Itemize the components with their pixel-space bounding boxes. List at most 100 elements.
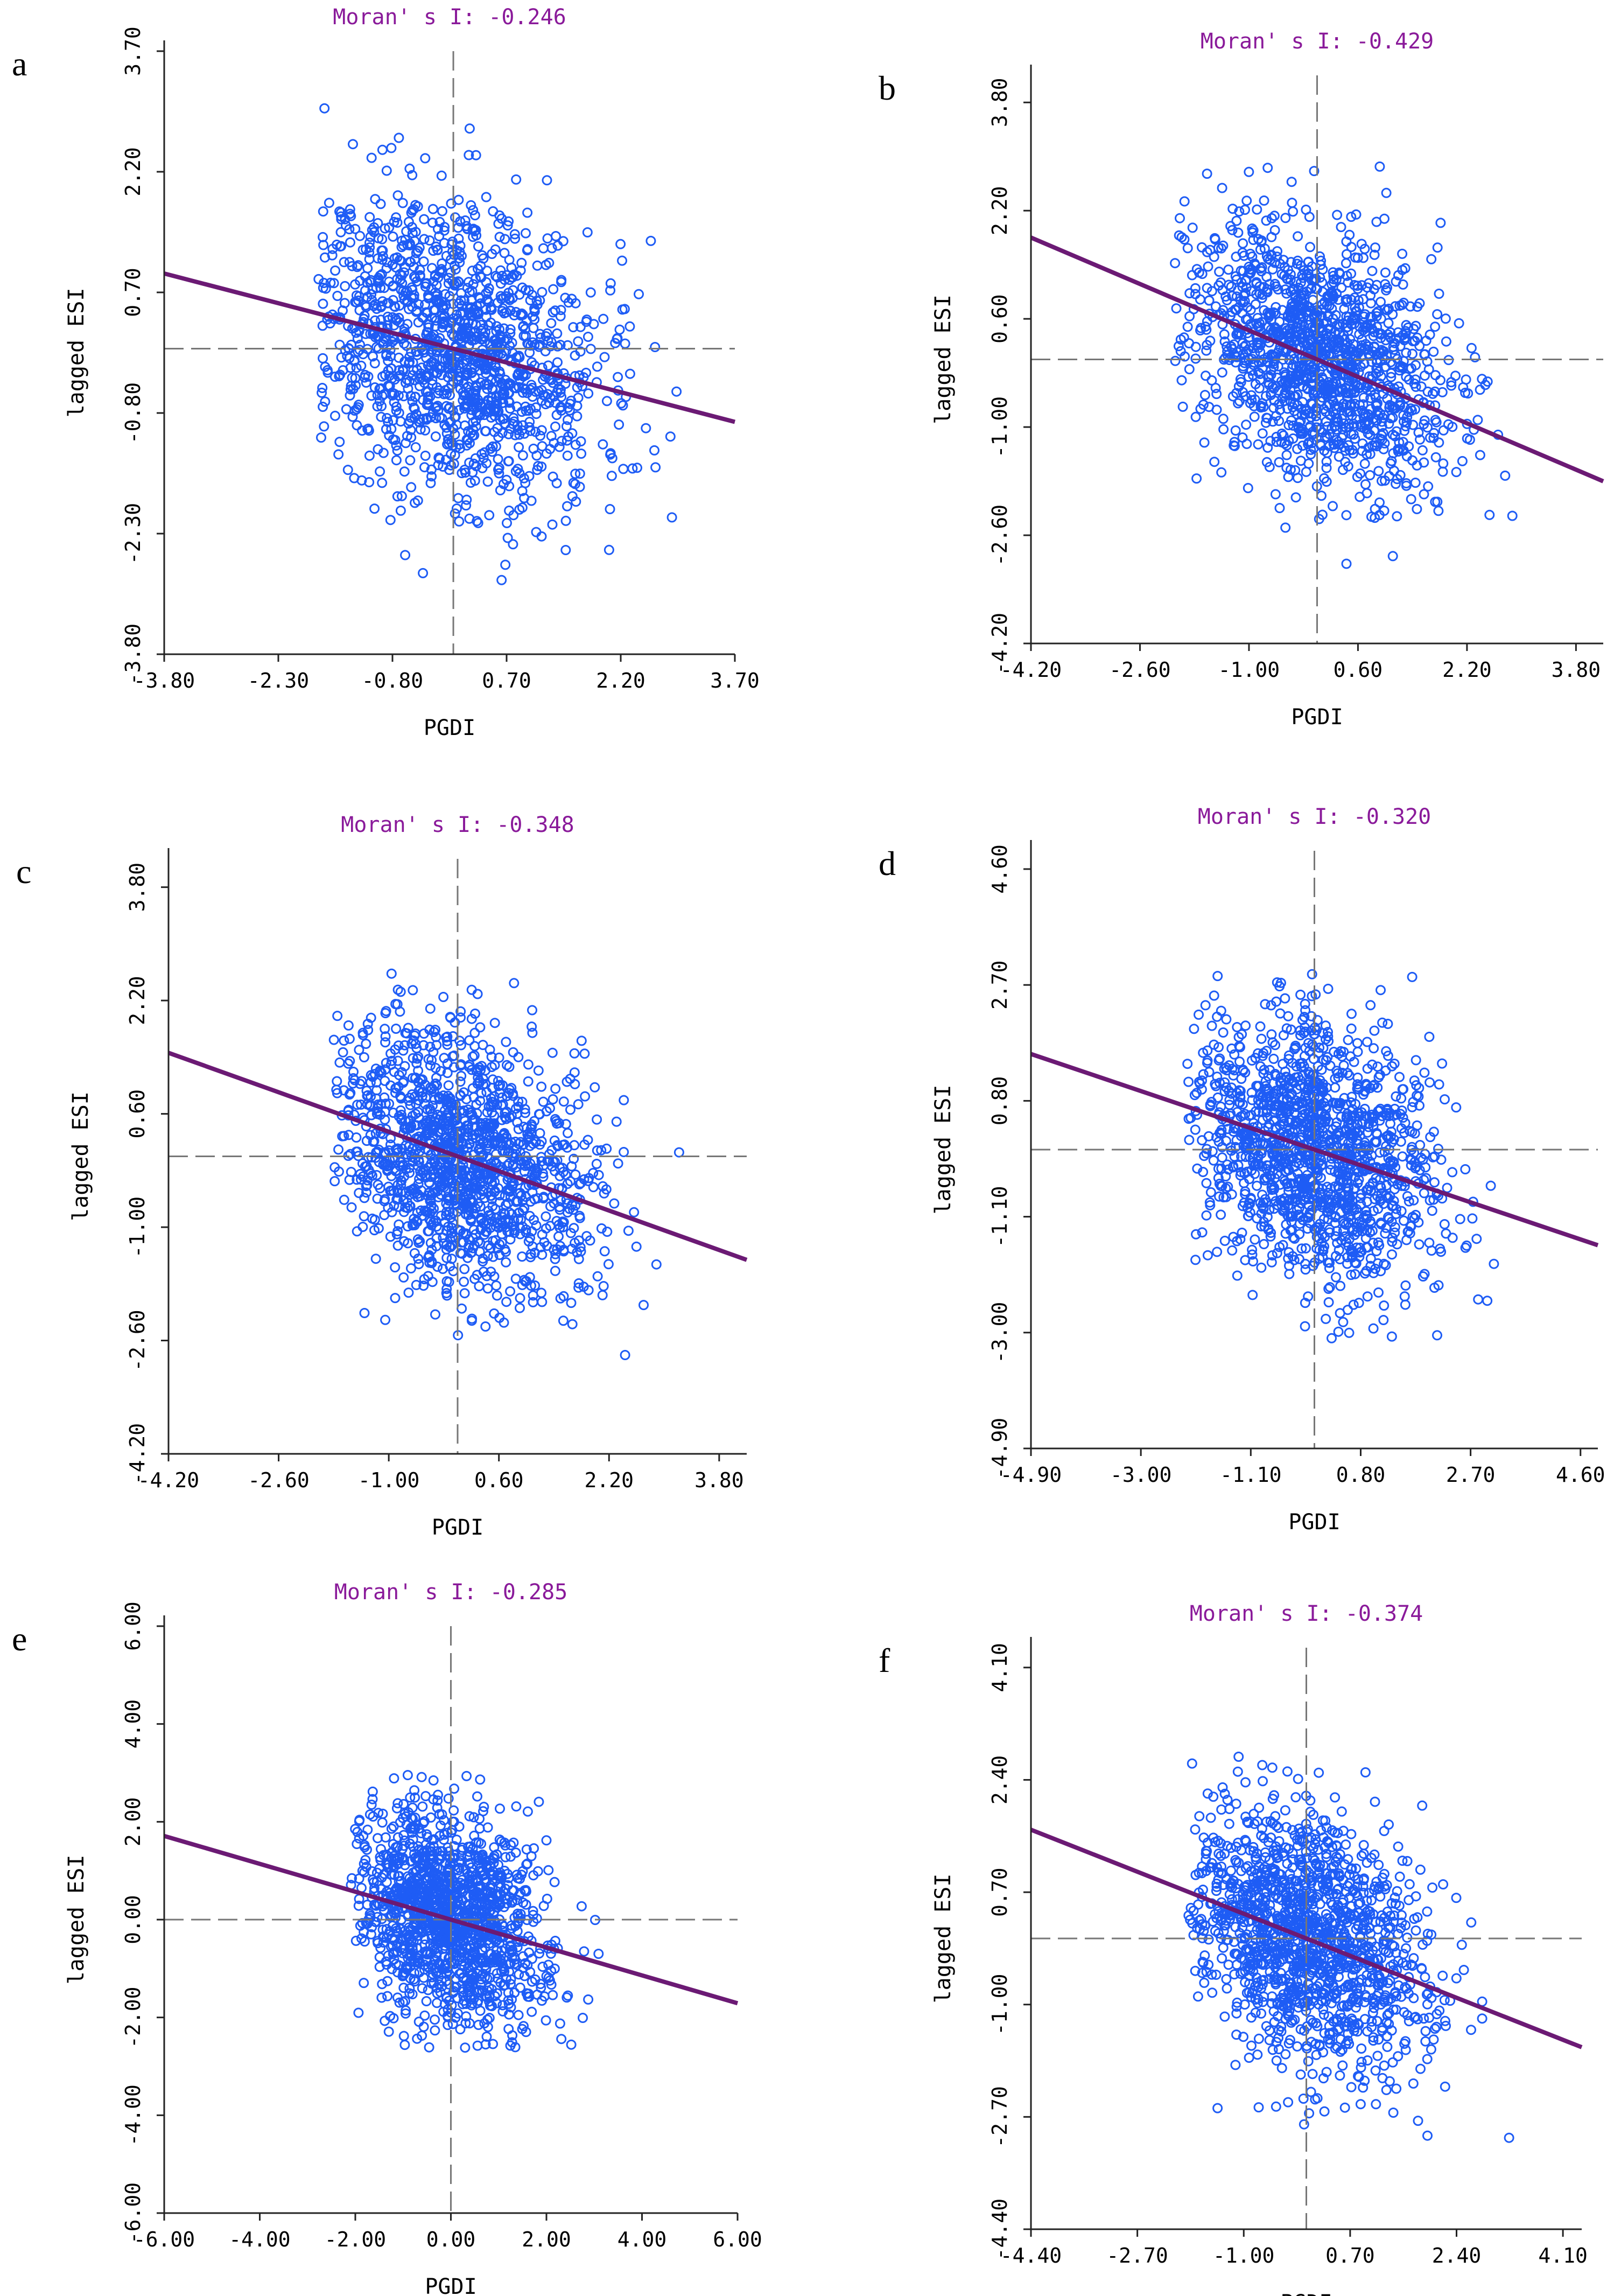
data-point bbox=[606, 471, 617, 481]
data-point bbox=[1450, 370, 1461, 381]
data-point bbox=[478, 1040, 488, 1051]
data-point bbox=[605, 448, 616, 459]
data-point bbox=[338, 1047, 348, 1058]
data-point bbox=[418, 256, 429, 267]
data-point bbox=[1182, 1059, 1193, 1069]
data-point bbox=[330, 410, 340, 421]
data-point bbox=[407, 170, 418, 180]
data-point bbox=[521, 228, 531, 239]
data-point bbox=[319, 103, 330, 114]
data-point bbox=[1182, 243, 1193, 254]
data-point bbox=[399, 466, 410, 477]
data-point bbox=[673, 1147, 684, 1158]
data-point bbox=[558, 1315, 569, 1326]
data-point bbox=[1399, 1291, 1410, 1302]
data-point bbox=[392, 1240, 403, 1251]
data-point bbox=[503, 429, 514, 439]
data-point bbox=[1360, 479, 1371, 489]
data-point bbox=[1440, 1094, 1450, 1105]
data-point bbox=[388, 231, 398, 242]
data-point bbox=[1190, 341, 1201, 352]
y-tick-label: -2.30 bbox=[121, 503, 145, 564]
data-point bbox=[1286, 177, 1297, 187]
data-point bbox=[1295, 989, 1306, 1000]
data-point bbox=[1458, 382, 1469, 393]
data-point bbox=[1288, 206, 1299, 217]
data-point bbox=[1367, 265, 1378, 276]
data-point bbox=[1232, 1022, 1243, 1032]
data-point bbox=[611, 1116, 622, 1127]
data-point bbox=[1232, 1270, 1243, 1281]
data-point bbox=[520, 324, 531, 334]
data-point bbox=[405, 390, 416, 401]
data-point bbox=[469, 1027, 480, 1038]
data-point bbox=[1470, 352, 1480, 362]
data-point bbox=[1249, 411, 1260, 422]
data-point bbox=[563, 1128, 573, 1138]
data-point bbox=[348, 139, 358, 150]
data-point bbox=[403, 1287, 414, 1298]
data-point bbox=[341, 404, 352, 415]
chart-title: Moran' s I: -0.429 bbox=[1201, 29, 1434, 54]
data-point bbox=[573, 336, 584, 347]
data-point bbox=[1204, 402, 1215, 412]
data-point bbox=[541, 448, 552, 459]
data-point bbox=[497, 394, 508, 404]
x-tick-label: 0.60 bbox=[1334, 658, 1383, 682]
chart-title: Moran' s I: -0.246 bbox=[333, 5, 566, 30]
data-point bbox=[638, 1300, 649, 1311]
data-point bbox=[1217, 367, 1227, 378]
data-point bbox=[441, 422, 452, 433]
data-point bbox=[650, 342, 661, 352]
data-point bbox=[1194, 1009, 1204, 1020]
data-point bbox=[605, 504, 615, 514]
data-point bbox=[410, 442, 421, 453]
data-point bbox=[508, 539, 518, 550]
data-point bbox=[1201, 1178, 1212, 1188]
data-point bbox=[1397, 1151, 1408, 1162]
data-point bbox=[420, 425, 431, 436]
data-point bbox=[1424, 1077, 1435, 1088]
data-point bbox=[352, 420, 362, 431]
data-point bbox=[1383, 318, 1394, 328]
chart-title: Moran' s I: -0.348 bbox=[341, 813, 574, 837]
data-point bbox=[385, 515, 396, 526]
data-point bbox=[453, 233, 464, 244]
data-point bbox=[515, 1293, 525, 1304]
data-point bbox=[359, 1193, 370, 1203]
data-point bbox=[1386, 1331, 1397, 1342]
data-point bbox=[453, 493, 464, 503]
data-point bbox=[1321, 1313, 1331, 1324]
data-point bbox=[318, 283, 328, 293]
data-point bbox=[1457, 456, 1468, 466]
data-point bbox=[419, 234, 430, 244]
data-point bbox=[599, 1246, 610, 1257]
data-point bbox=[492, 1290, 502, 1301]
data-point bbox=[1328, 501, 1338, 512]
data-point bbox=[334, 437, 345, 447]
x-tick-label: 2.20 bbox=[585, 1468, 634, 1492]
data-point bbox=[320, 396, 331, 407]
data-point bbox=[1441, 336, 1451, 347]
data-point bbox=[560, 292, 571, 303]
data-point bbox=[576, 449, 587, 459]
data-point bbox=[572, 382, 583, 393]
x-tick-label: -1.00 bbox=[1218, 658, 1280, 682]
data-point bbox=[482, 1283, 493, 1294]
data-point bbox=[1341, 249, 1352, 260]
data-point bbox=[619, 1095, 629, 1105]
data-point bbox=[343, 1020, 354, 1031]
scatter-points bbox=[328, 968, 684, 1360]
data-point bbox=[514, 442, 524, 452]
data-point bbox=[665, 431, 676, 442]
x-tick-label: 0.70 bbox=[482, 669, 531, 692]
data-point bbox=[1402, 1191, 1413, 1201]
data-point bbox=[464, 123, 475, 134]
data-point bbox=[1293, 231, 1303, 242]
data-point bbox=[398, 391, 409, 402]
data-point bbox=[390, 1293, 401, 1304]
data-point bbox=[335, 227, 346, 237]
data-point bbox=[1374, 161, 1385, 172]
data-point bbox=[603, 1259, 614, 1270]
